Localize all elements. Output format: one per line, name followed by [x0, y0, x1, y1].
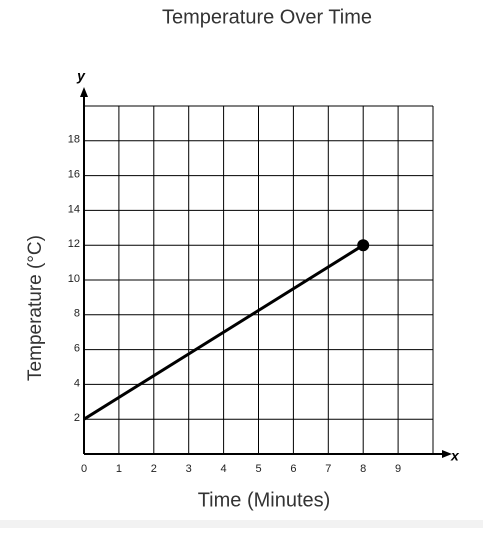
- y-axis-name: y: [76, 68, 86, 84]
- y-tick-label: 4: [74, 377, 80, 389]
- x-tick-label: 2: [151, 463, 157, 475]
- y-tick-label: 16: [68, 169, 80, 181]
- x-tick-label: 6: [290, 463, 296, 475]
- y-tick-label: 12: [68, 238, 80, 250]
- bottom-strip: [0, 520, 483, 528]
- chart-title: Temperature Over Time: [162, 6, 372, 28]
- y-axis-arrow: [80, 87, 88, 97]
- x-tick-label: 9: [395, 463, 401, 475]
- y-tick-label: 6: [74, 343, 80, 355]
- y-tick-label: 2: [74, 412, 80, 424]
- x-axis-name: x: [450, 448, 460, 464]
- y-tick-label: 18: [68, 134, 80, 146]
- x-tick-label: 7: [325, 463, 331, 475]
- x-tick-label: 3: [186, 463, 192, 475]
- y-tick-label: 8: [74, 308, 80, 320]
- x-axis-label: Time (Minutes): [198, 489, 331, 511]
- x-tick-label: 1: [116, 463, 122, 475]
- x-tick-label: 0: [81, 463, 87, 475]
- data-line: [83, 243, 364, 421]
- y-tick-label: 14: [68, 203, 80, 215]
- x-tick-label: 5: [255, 463, 261, 475]
- x-tick-label: 4: [221, 463, 227, 475]
- x-axis-arrow: [442, 450, 452, 458]
- end-point: [357, 239, 370, 252]
- x-tick-label: 8: [360, 463, 366, 475]
- y-axis-label: Temperature (°C): [25, 235, 46, 381]
- y-tick-label: 10: [68, 273, 80, 285]
